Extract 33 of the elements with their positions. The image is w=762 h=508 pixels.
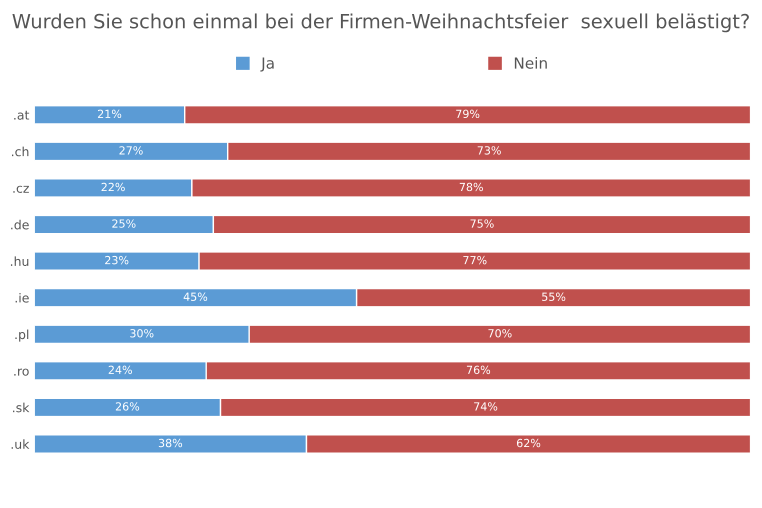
data-label: 77% [463,256,487,264]
y-tick-label: .sk [13,402,30,412]
data-label: 73% [478,146,501,155]
y-tick-label: .ro [14,368,29,376]
data-label: 26% [116,402,140,411]
y-tick-label: .cz [13,186,29,193]
data-label: 74% [474,402,498,411]
legend-label: Nein [514,57,547,69]
y-tick-label: .ch [12,146,28,156]
y-tick-label: .de [11,220,29,230]
y-tick-label: .uk [12,439,30,449]
data-label: 25% [112,219,136,228]
legend-label: Ja [260,57,274,72]
data-label: 23% [105,256,128,264]
data-label: 22% [102,182,125,192]
data-label: 78% [460,182,483,192]
y-tick-label: .ie [16,292,29,303]
data-label: 76% [466,366,490,374]
data-label: 75% [470,219,494,228]
data-label: 79% [456,110,480,118]
data-label: 27% [119,146,143,155]
data-label: 62% [516,438,540,448]
y-tick-label: .hu [10,256,28,266]
chart-title: Wurden Sie schon einmal bei der Firmen-Weihnachtsfeier sexuell belästigt? [12,13,749,32]
y-tick-label: .pl [15,330,28,342]
data-label: 45% [184,292,208,301]
data-label: 70% [488,329,512,338]
y-tick-label: .at [14,110,30,120]
data-label: 21% [98,110,122,118]
data-label: 55% [542,292,566,301]
data-label: 30% [130,329,154,338]
data-label: 24% [108,366,132,374]
data-label: 38% [158,438,182,448]
